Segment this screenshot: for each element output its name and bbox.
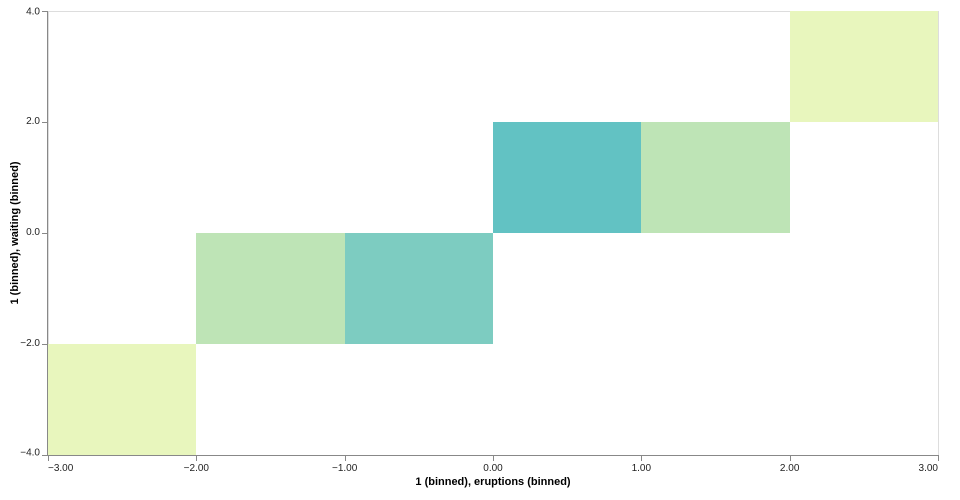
- y-tick: [42, 455, 47, 456]
- x-tick-label: 0.00: [483, 463, 503, 474]
- x-tick: [493, 456, 494, 461]
- heatmap-cell[interactable]: [344, 233, 493, 344]
- x-tick-label: 2.00: [779, 463, 800, 474]
- x-tick: [789, 456, 791, 461]
- x-axis-title: 1 (binned), eruptions (binned): [415, 476, 571, 488]
- y-tick-label: 0.0: [26, 227, 40, 238]
- x-tick: [938, 456, 939, 461]
- y-tick: [42, 344, 47, 345]
- y-axis-title: 1 (binned), waiting (binned): [9, 161, 21, 305]
- heatmap-cell[interactable]: [48, 344, 197, 455]
- y-tick-label: −2.0: [20, 338, 40, 349]
- y-tick: [42, 11, 47, 12]
- x-tick-label: −1.00: [332, 463, 358, 474]
- x-tick-label: −3.00: [48, 463, 74, 474]
- x-tick: [641, 456, 643, 461]
- heatmap-cell[interactable]: [196, 233, 345, 344]
- heatmap-cell[interactable]: [493, 122, 642, 233]
- x-axis-line: [47, 455, 939, 456]
- y-axis-line: [47, 11, 48, 456]
- x-tick-label: −2.00: [183, 463, 209, 474]
- x-tick-label: 3.00: [918, 463, 938, 474]
- y-tick-label: −4.0: [20, 447, 40, 459]
- y-tick-label: 4.0: [26, 6, 40, 18]
- x-tick: [344, 456, 346, 461]
- y-axis: 4.0 2.0 0.0 −2.0 −4.0: [0, 6, 48, 459]
- heatmap-cell[interactable]: [789, 11, 938, 122]
- y-tick: [42, 233, 47, 234]
- x-tick: [48, 456, 49, 461]
- y-tick: [42, 122, 47, 123]
- x-tick-label: 1.00: [631, 463, 652, 474]
- x-axis: −3.00 −2.00 −1.00 0.00 1.00 2.00 3.00: [48, 455, 939, 500]
- heatmap-plot-area: [48, 11, 938, 455]
- y-tick-label: 2.0: [26, 116, 40, 127]
- heatmap-cell[interactable]: [641, 122, 790, 233]
- x-tick: [196, 456, 198, 461]
